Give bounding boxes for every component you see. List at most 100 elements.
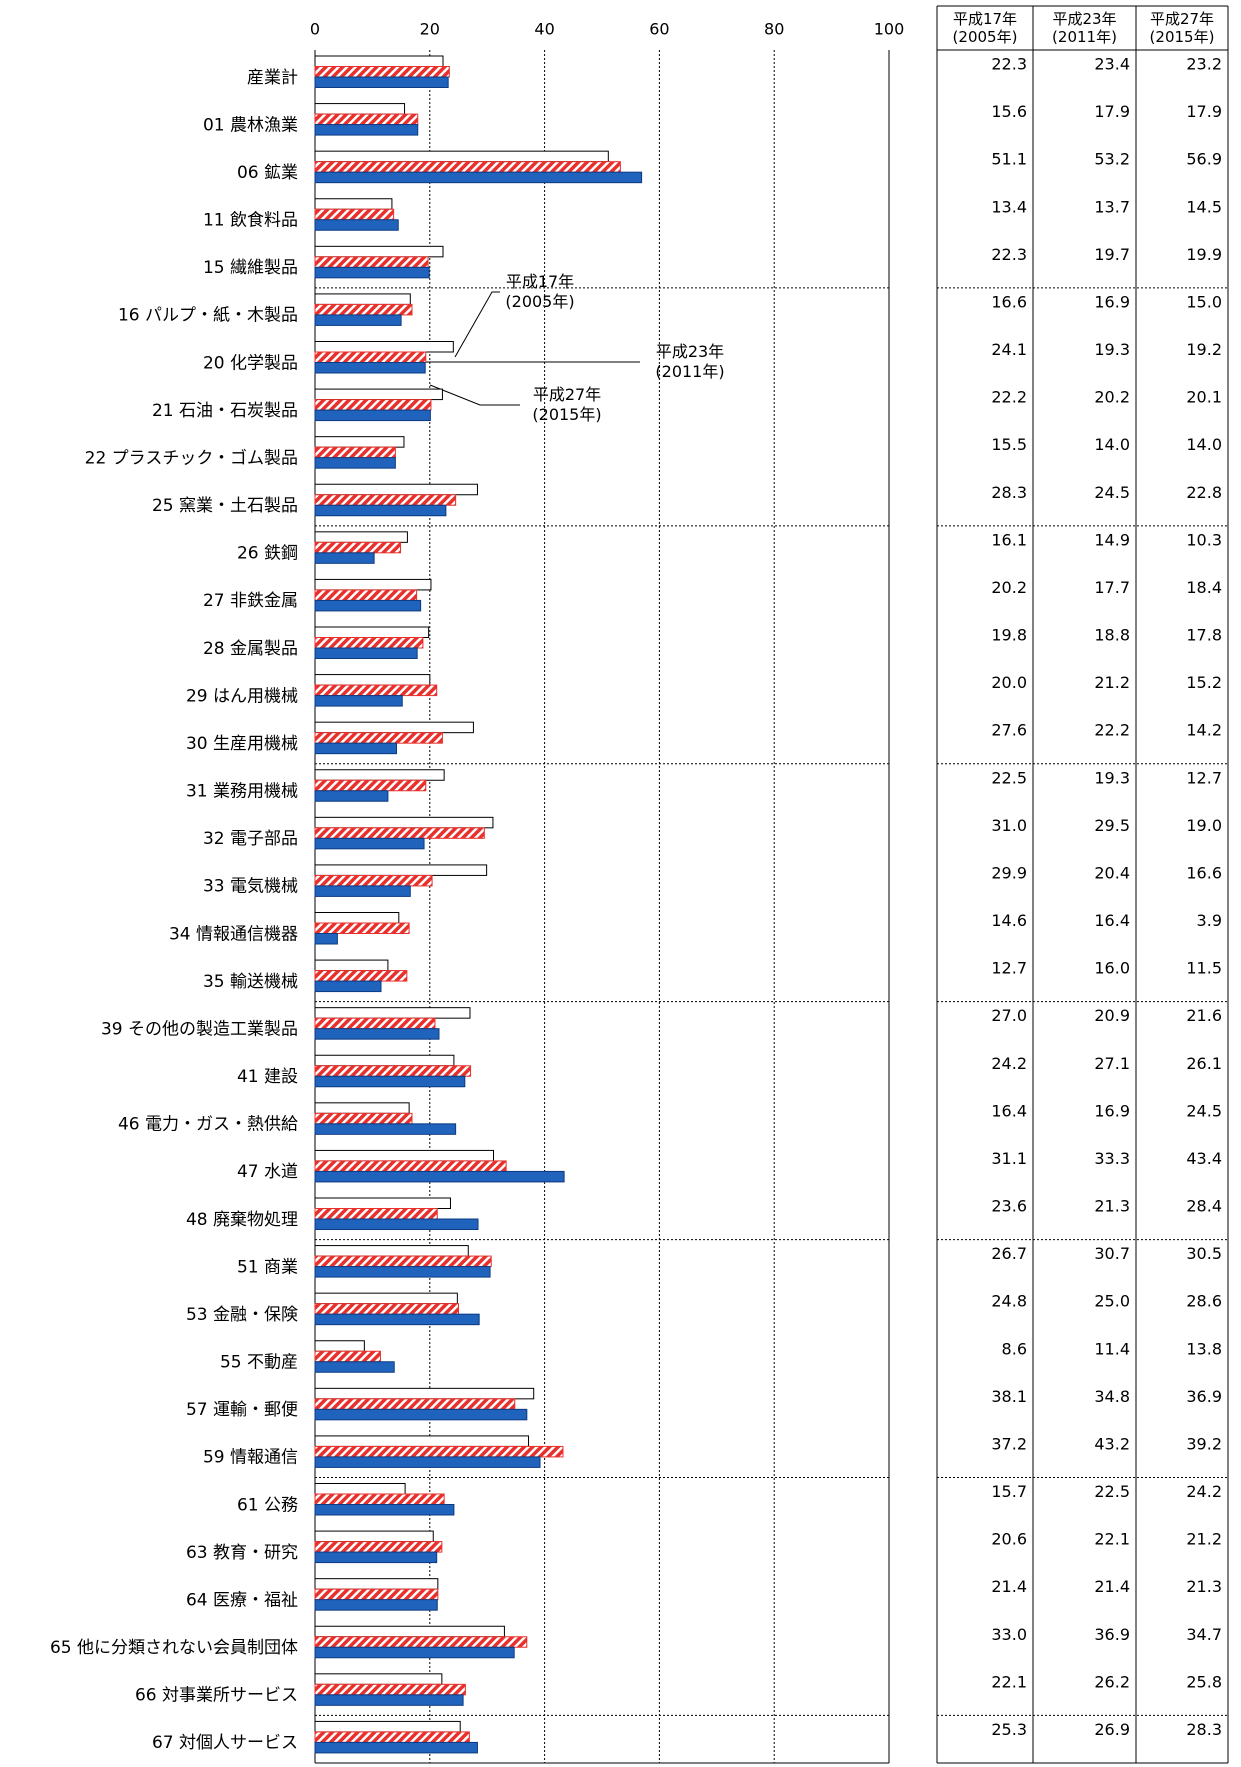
callout-line bbox=[429, 384, 520, 406]
bar bbox=[314, 1741, 478, 1754]
bar bbox=[314, 1456, 541, 1468]
x-tick-label: 80 bbox=[764, 20, 784, 39]
bar bbox=[314, 721, 474, 734]
bar bbox=[314, 1398, 516, 1410]
table-value: 22.5 bbox=[991, 768, 1027, 787]
series-label: 平成17年(2005年) bbox=[505, 272, 574, 311]
table-value: 15.6 bbox=[991, 102, 1027, 121]
table-value: 22.3 bbox=[991, 245, 1027, 264]
table-header: 平成17年(2005年) bbox=[953, 10, 1018, 46]
category-label: 27 非鉄金属 bbox=[203, 591, 298, 611]
bar bbox=[314, 970, 408, 982]
table-value: 36.9 bbox=[1094, 1625, 1130, 1644]
bar bbox=[314, 1673, 443, 1685]
bar bbox=[314, 1313, 480, 1326]
table-value: 22.2 bbox=[1094, 721, 1130, 740]
bar bbox=[314, 732, 443, 744]
x-tick-label: 20 bbox=[420, 20, 440, 39]
bar bbox=[314, 980, 382, 993]
table-value: 24.5 bbox=[1186, 1101, 1222, 1120]
bar bbox=[314, 303, 413, 316]
bar bbox=[314, 341, 454, 353]
table-value: 26.7 bbox=[991, 1244, 1027, 1263]
category-label: 産業計 bbox=[247, 68, 298, 88]
table-value: 15.5 bbox=[991, 435, 1027, 454]
table-value: 21.6 bbox=[1186, 1006, 1222, 1025]
bar bbox=[314, 695, 403, 707]
bar bbox=[314, 1445, 564, 1458]
bar bbox=[314, 1625, 505, 1638]
bar bbox=[314, 1588, 439, 1601]
table-value: 11.5 bbox=[1186, 959, 1222, 978]
bar bbox=[314, 790, 389, 802]
bar bbox=[314, 504, 447, 517]
bar bbox=[314, 1007, 471, 1019]
bar bbox=[314, 362, 426, 374]
bar bbox=[314, 1266, 491, 1278]
table-value: 24.8 bbox=[991, 1292, 1027, 1311]
bar bbox=[314, 1683, 466, 1696]
table-value: 23.2 bbox=[1186, 55, 1222, 74]
table-value: 27.0 bbox=[991, 1006, 1027, 1025]
table-value: 53.2 bbox=[1094, 150, 1130, 169]
table-value: 31.0 bbox=[991, 816, 1027, 835]
table-value: 14.9 bbox=[1094, 530, 1130, 549]
bar bbox=[314, 827, 485, 839]
bar bbox=[314, 1340, 365, 1352]
bar bbox=[314, 1123, 457, 1135]
category-label: 47 水道 bbox=[237, 1162, 298, 1182]
table-value: 22.5 bbox=[1094, 1482, 1130, 1501]
table-value: 39.2 bbox=[1186, 1434, 1222, 1453]
category-label: 30 生産用機械 bbox=[186, 734, 298, 754]
category-label: 20 化学製品 bbox=[203, 353, 298, 373]
category-label: 32 電子部品 bbox=[203, 829, 298, 849]
bar bbox=[314, 1493, 445, 1505]
category-label: 21 石油・石炭製品 bbox=[152, 401, 298, 421]
bar bbox=[314, 637, 424, 649]
table-value: 17.8 bbox=[1186, 626, 1222, 645]
table-value: 31.1 bbox=[991, 1149, 1027, 1168]
table-value: 16.6 bbox=[1186, 863, 1222, 882]
table-value: 8.6 bbox=[1002, 1339, 1027, 1358]
table-value: 17.9 bbox=[1094, 102, 1130, 121]
category-label: 15 繊維製品 bbox=[203, 258, 298, 278]
category-label: 53 金融・保険 bbox=[186, 1305, 298, 1325]
category-label: 35 輸送機械 bbox=[203, 972, 298, 992]
table-value: 36.9 bbox=[1186, 1387, 1222, 1406]
category-label: 06 鉱業 bbox=[237, 163, 298, 183]
table-value: 20.4 bbox=[1094, 863, 1130, 882]
bar bbox=[314, 314, 402, 326]
bar bbox=[314, 436, 405, 448]
bar bbox=[314, 1197, 451, 1209]
bar bbox=[314, 864, 488, 876]
table-value: 14.0 bbox=[1094, 435, 1130, 454]
bar bbox=[314, 578, 432, 591]
bar bbox=[314, 626, 430, 638]
table-value: 16.4 bbox=[1094, 911, 1130, 930]
table-value: 28.3 bbox=[1186, 1720, 1222, 1739]
category-label: 34 情報通信機器 bbox=[169, 924, 298, 944]
table-value: 19.0 bbox=[1186, 816, 1222, 835]
bar bbox=[314, 885, 411, 897]
table-value: 24.2 bbox=[1186, 1482, 1222, 1501]
bar bbox=[314, 599, 422, 612]
bar bbox=[314, 1102, 410, 1114]
bar bbox=[314, 483, 478, 496]
bar bbox=[314, 684, 438, 697]
table-value: 17.9 bbox=[1186, 102, 1222, 121]
bar bbox=[314, 103, 406, 115]
bar bbox=[314, 1208, 438, 1220]
bar bbox=[314, 531, 408, 543]
table-value: 22.1 bbox=[1094, 1530, 1130, 1549]
table-value: 21.3 bbox=[1094, 1197, 1130, 1216]
table-value: 12.7 bbox=[991, 959, 1027, 978]
table-value: 10.3 bbox=[1186, 530, 1222, 549]
table-value: 16.9 bbox=[1094, 292, 1130, 311]
table-value: 15.0 bbox=[1186, 292, 1222, 311]
table-value: 34.7 bbox=[1186, 1625, 1222, 1644]
bar bbox=[314, 293, 411, 305]
bar bbox=[314, 1170, 565, 1183]
table-header: 平成23年(2011年) bbox=[1052, 10, 1117, 46]
table-value: 21.4 bbox=[1094, 1577, 1130, 1596]
bar bbox=[314, 409, 431, 422]
